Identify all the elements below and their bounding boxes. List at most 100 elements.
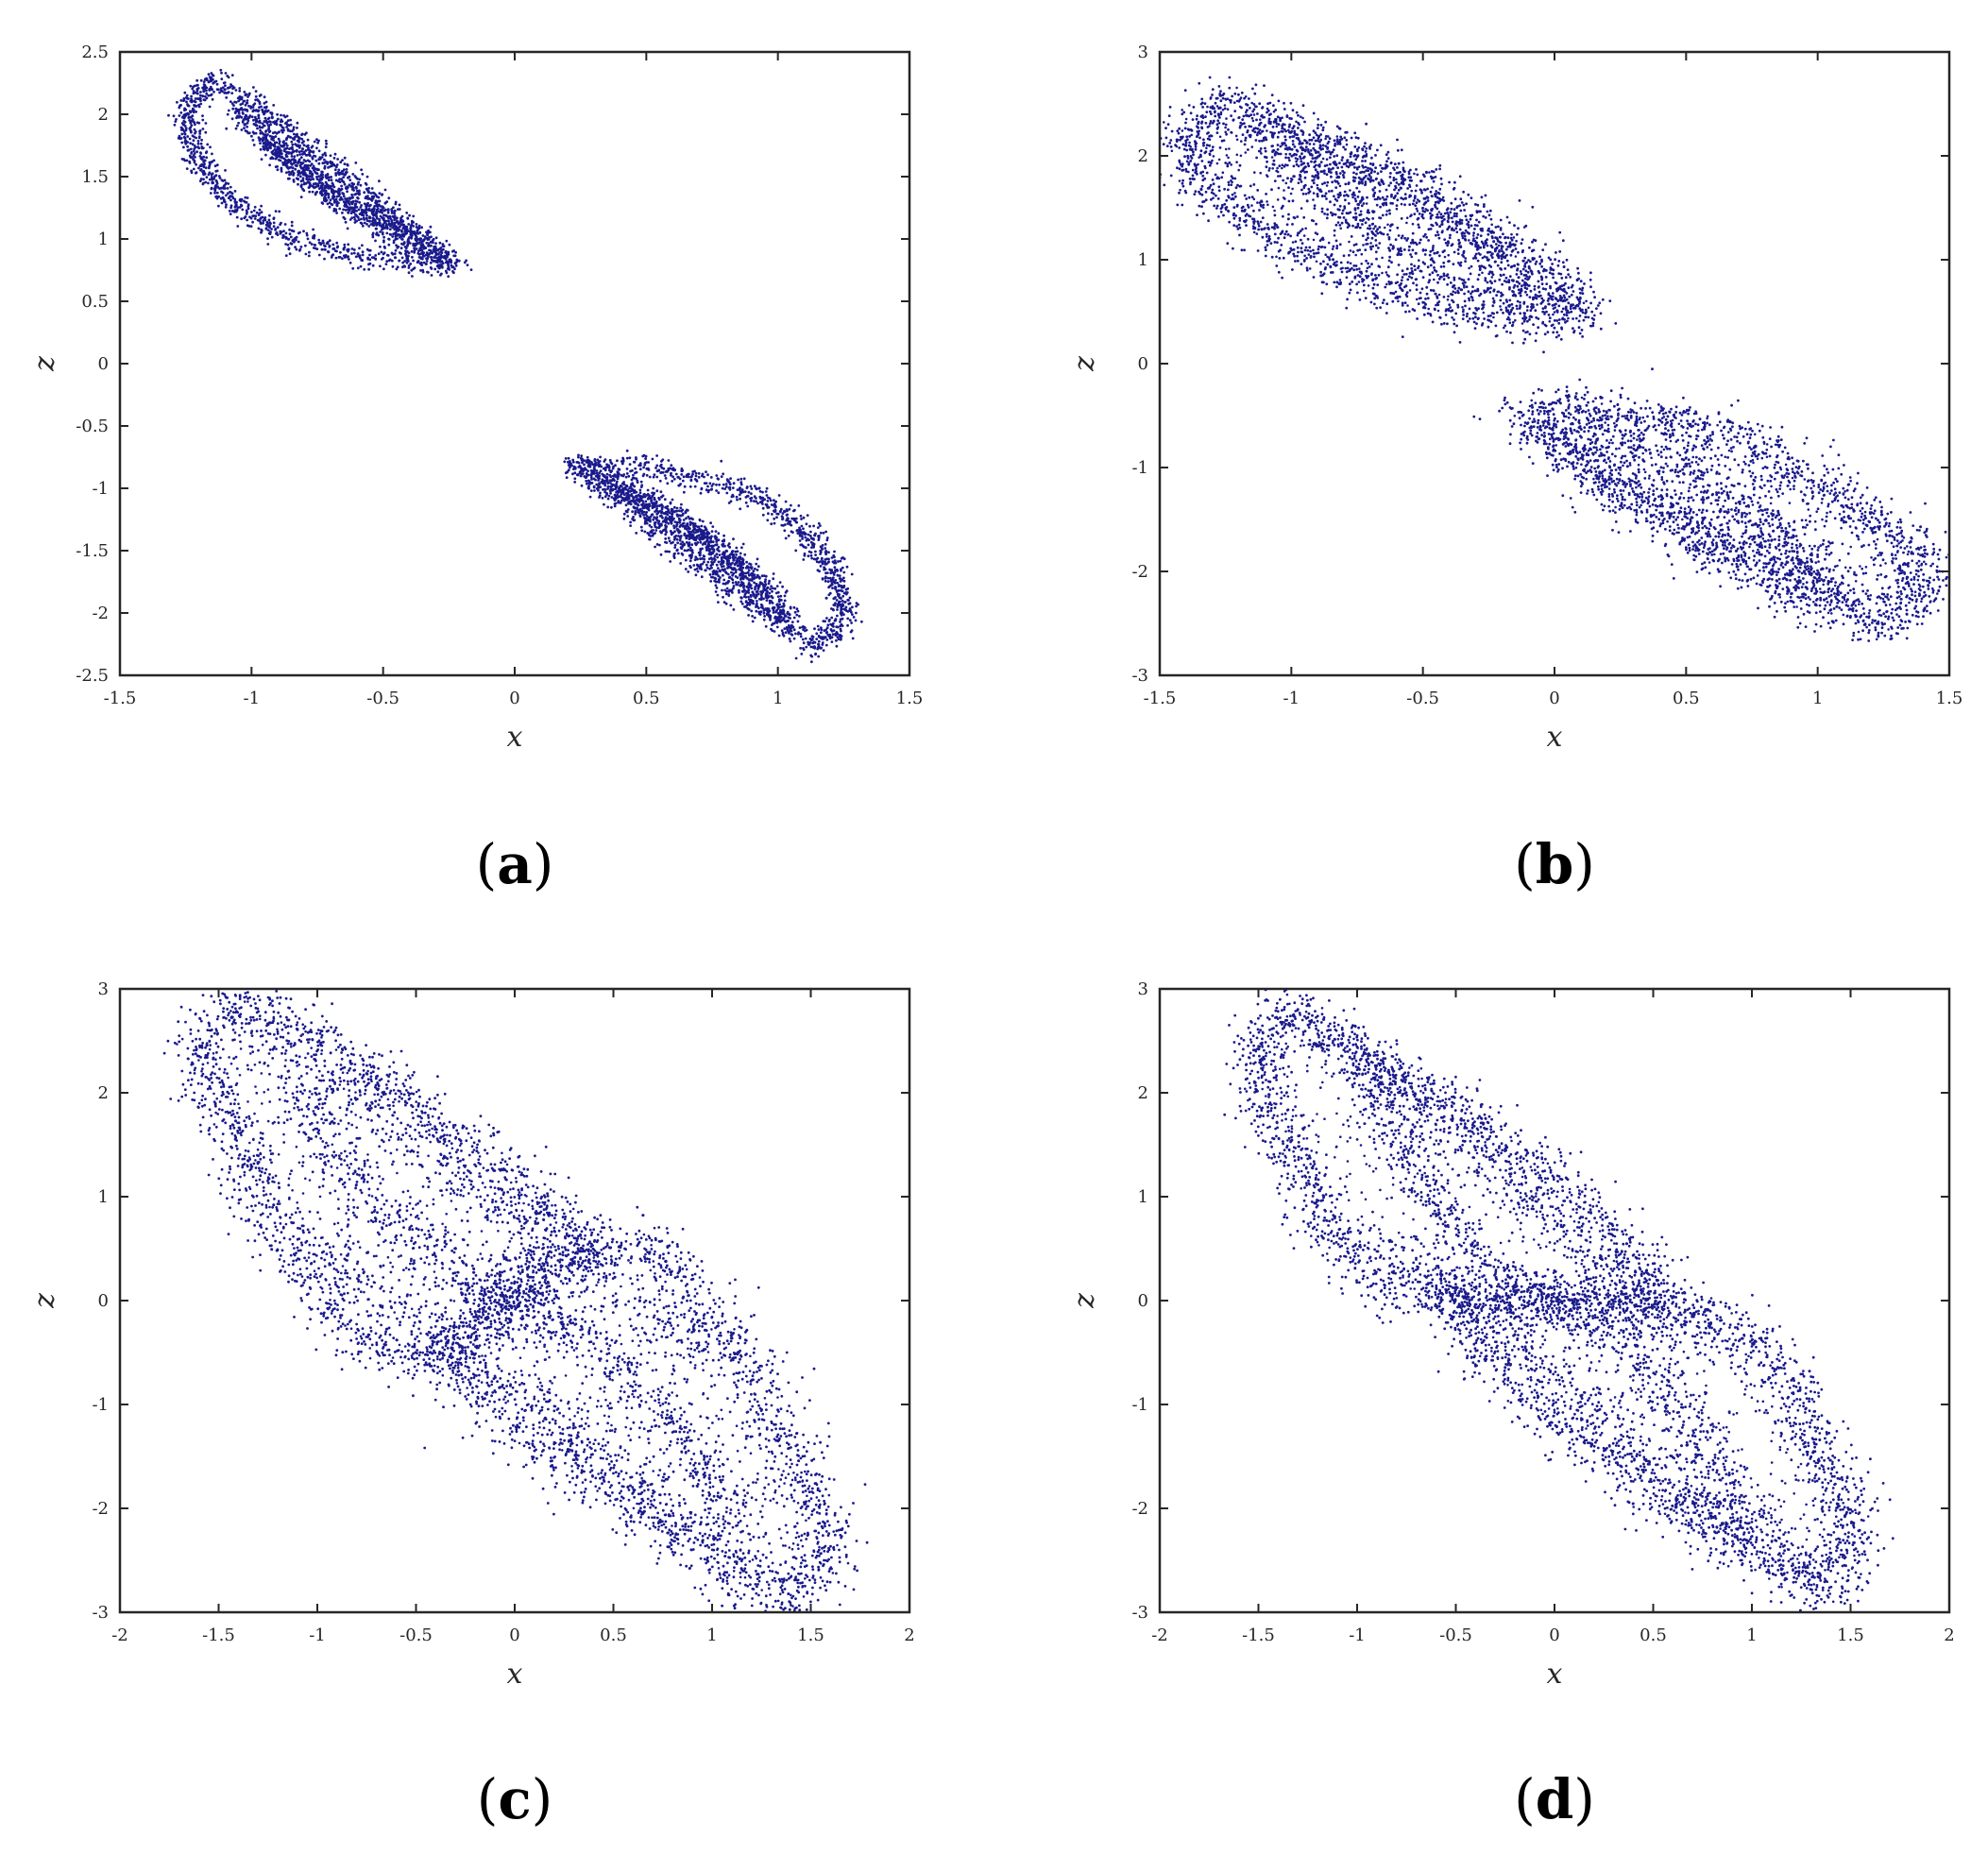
scatter-point <box>320 156 324 159</box>
scatter-point <box>679 536 682 540</box>
scatter-point <box>759 598 763 602</box>
scatter-point <box>767 614 771 617</box>
scatter-point <box>1196 114 1198 117</box>
scatter-point <box>174 120 178 123</box>
scatter-point <box>244 196 247 199</box>
scatter-point <box>363 267 366 271</box>
scatter-point <box>780 515 784 519</box>
scatter-point <box>724 592 728 596</box>
scatter-point <box>850 629 854 632</box>
scatter-point <box>823 566 825 570</box>
scatter-point <box>340 187 344 191</box>
scatter-point <box>791 531 794 534</box>
scatter-point <box>288 173 291 177</box>
scatter-point <box>176 100 178 104</box>
scatter-point <box>359 264 363 268</box>
scatter-point <box>384 201 387 204</box>
scatter-point <box>189 119 193 123</box>
scatter-point <box>640 503 643 506</box>
scatter-point <box>664 505 668 509</box>
scatter-point <box>268 221 272 225</box>
scatter-point <box>328 239 331 243</box>
scatter-point <box>1214 110 1216 113</box>
scatter-point <box>395 225 398 229</box>
scatter-point <box>638 514 642 517</box>
scatter-point <box>792 616 796 620</box>
scatter-point <box>243 91 246 94</box>
scatter-point <box>358 213 362 216</box>
scatter-point <box>1218 116 1221 119</box>
scatter-point <box>263 120 267 124</box>
scatter-point <box>631 510 634 514</box>
scatter-point <box>355 189 359 193</box>
scatter-point <box>299 179 303 183</box>
scatter-point <box>230 195 234 198</box>
scatter-point <box>627 502 631 505</box>
scatter-point <box>740 602 744 605</box>
scatter-point <box>718 483 721 486</box>
scatter-point <box>844 587 848 591</box>
scatter-point <box>202 173 206 177</box>
scatter-point <box>722 578 726 582</box>
scatter-point <box>587 486 590 490</box>
scatter-point <box>842 613 845 616</box>
scatter-point <box>358 189 361 193</box>
scatter-point <box>815 557 819 561</box>
scatter-point <box>400 223 404 226</box>
scatter-point <box>622 473 626 476</box>
scatter-point <box>355 206 359 209</box>
scatter-point <box>291 239 295 243</box>
scatter-point <box>355 219 358 223</box>
scatter-point <box>276 112 279 116</box>
scatter-point <box>740 583 744 587</box>
scatter-point <box>382 245 386 248</box>
scatter-point <box>683 542 686 546</box>
scatter-point <box>178 114 181 117</box>
scatter-point <box>569 462 572 466</box>
scatter-point <box>775 625 779 629</box>
scatter-point <box>714 584 718 587</box>
scatter-point <box>671 512 674 515</box>
scatter-point <box>710 566 713 570</box>
scatter-point <box>189 142 193 145</box>
scatter-point <box>358 247 361 250</box>
scatter-point <box>340 170 344 173</box>
scatter-point <box>672 554 676 558</box>
scatter-point <box>318 156 322 160</box>
scatter-point <box>310 243 314 246</box>
scatter-point <box>703 557 706 561</box>
scatter-point <box>724 602 728 605</box>
scatter-point <box>641 506 645 510</box>
scatter-point <box>262 145 265 148</box>
scatter-point <box>717 601 720 604</box>
y-tick-label: -2.5 <box>76 666 109 686</box>
scatter-point <box>682 512 685 516</box>
scatter-point <box>219 87 223 91</box>
scatter-point <box>763 584 766 587</box>
scatter-point <box>703 560 705 564</box>
scatter-point <box>836 573 840 577</box>
scatter-point <box>766 500 770 502</box>
scatter-point <box>421 250 424 254</box>
scatter-point <box>588 465 592 468</box>
scatter-point <box>792 509 795 513</box>
scatter-point <box>183 109 186 111</box>
scatter-point <box>307 254 311 258</box>
scatter-point <box>744 595 748 599</box>
scatter-point <box>672 505 676 509</box>
scatter-point <box>690 549 694 553</box>
scatter-point <box>272 217 276 221</box>
scatter-point <box>832 608 835 612</box>
scatter-point <box>1233 110 1237 112</box>
scatter-point <box>250 134 253 138</box>
scatter-point <box>388 228 392 231</box>
scatter-point <box>686 522 689 525</box>
scatter-point <box>326 183 330 187</box>
scatter-point <box>317 187 321 191</box>
scatter-point <box>305 231 309 235</box>
scatter-point <box>821 560 824 563</box>
scatter-point <box>338 207 342 211</box>
scatter-point <box>839 624 842 628</box>
scatter-point <box>1205 111 1209 113</box>
